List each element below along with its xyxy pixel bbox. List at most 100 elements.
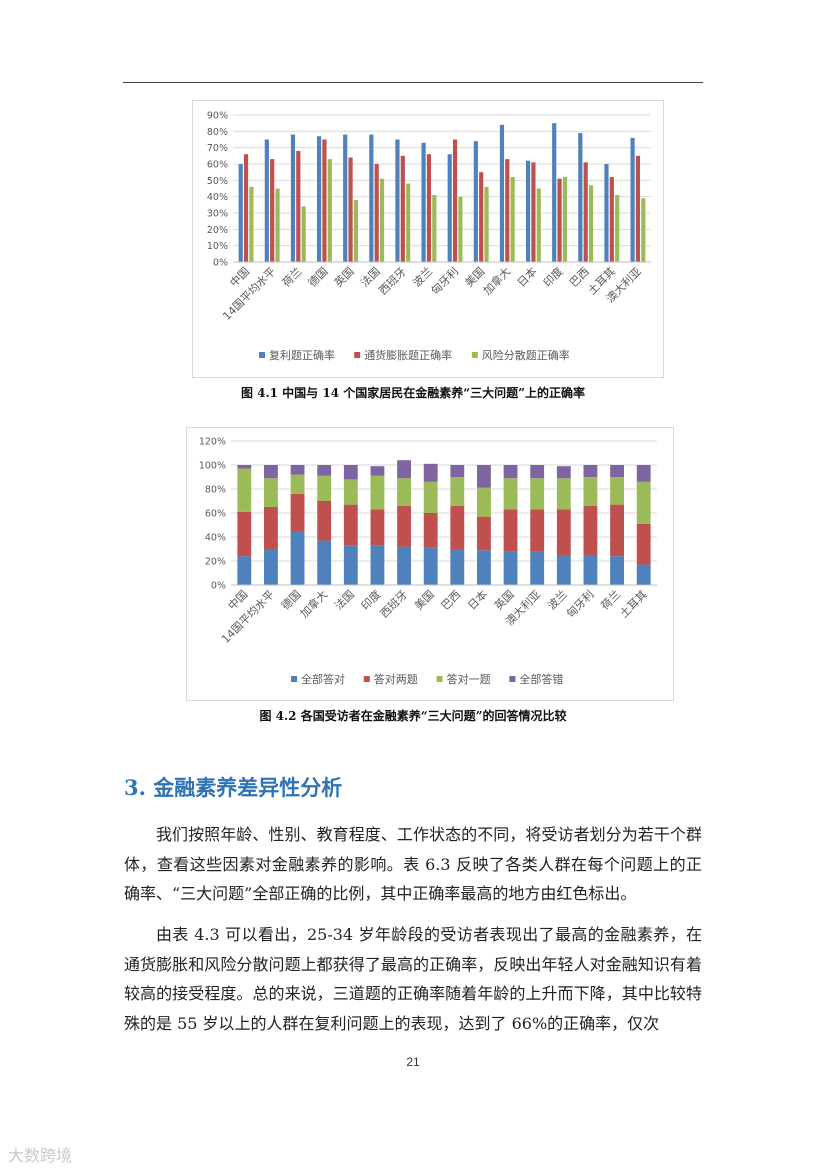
bar bbox=[583, 555, 598, 585]
bar bbox=[610, 556, 624, 585]
bar bbox=[525, 160, 531, 262]
bar bbox=[290, 465, 305, 475]
y-tick-label: 100% bbox=[199, 461, 226, 472]
bar bbox=[578, 132, 583, 262]
y-tick-label: 40% bbox=[205, 533, 226, 544]
bar bbox=[370, 466, 385, 476]
bar bbox=[484, 186, 489, 262]
legend-swatch bbox=[509, 676, 516, 682]
bar bbox=[530, 509, 545, 552]
bar bbox=[317, 465, 332, 476]
bar bbox=[426, 154, 432, 262]
legend-label: 通货膨胀题正确率 bbox=[364, 348, 452, 362]
bar bbox=[556, 555, 571, 585]
bar bbox=[264, 549, 278, 585]
y-tick-label: 50% bbox=[207, 176, 228, 187]
y-tick-label: 30% bbox=[207, 209, 228, 220]
bar bbox=[610, 477, 624, 505]
legend-label: 答对一题 bbox=[447, 672, 491, 686]
bar bbox=[530, 551, 545, 585]
y-tick-label: 10% bbox=[207, 241, 228, 252]
x-tick-label: 加拿大 bbox=[297, 587, 330, 620]
chart-answer-distribution: 0% 20% 40% 60% 80% 100% 120% 中国 14国平均水平 德国 加拿大 法国 印度… bbox=[186, 427, 674, 701]
bar bbox=[237, 468, 252, 512]
x-tick-label: 日本 bbox=[465, 587, 490, 612]
bar bbox=[503, 509, 518, 552]
bar bbox=[531, 162, 536, 262]
bar bbox=[397, 460, 411, 479]
x-tick-label: 法国 bbox=[331, 587, 356, 612]
bar bbox=[530, 465, 545, 479]
bar bbox=[609, 177, 614, 262]
bar bbox=[275, 188, 280, 262]
legend-label: 全部答错 bbox=[519, 672, 563, 686]
bar bbox=[458, 196, 463, 262]
bar bbox=[296, 150, 301, 262]
x-tick-label: 西班牙 bbox=[376, 265, 409, 298]
bar bbox=[264, 465, 278, 479]
bar bbox=[264, 478, 278, 507]
bar bbox=[343, 465, 358, 480]
figure-caption-4-1: 图 4.1 中国与 14 个国家居民在金融素养“三大问题”上的正确率 bbox=[240, 386, 586, 400]
bar bbox=[264, 139, 269, 262]
bar bbox=[505, 159, 510, 262]
y-tick-label: 20% bbox=[205, 557, 226, 568]
x-tick-label: 土耳其 bbox=[617, 588, 650, 621]
paragraph: 由表 4.3 可以看出，25-34 岁年龄段的受访者表现出了最高的金融素养，在通… bbox=[124, 925, 702, 1033]
bar bbox=[447, 154, 452, 262]
bar bbox=[610, 465, 624, 477]
bar bbox=[636, 523, 651, 565]
bar bbox=[583, 162, 588, 262]
bar bbox=[374, 164, 379, 262]
bar bbox=[536, 188, 541, 262]
bar bbox=[421, 142, 426, 262]
figure-caption-4-2: 图 4.2 各国受访者在金融素养“三大问题”的回答情况比较 bbox=[259, 709, 567, 723]
y-tick-label: 90% bbox=[207, 111, 228, 122]
bar bbox=[343, 134, 348, 262]
legend-swatch bbox=[436, 676, 443, 682]
bar bbox=[395, 139, 400, 262]
bar bbox=[290, 474, 305, 494]
bar bbox=[636, 564, 651, 585]
bar bbox=[641, 198, 646, 262]
x-tick-label: 匈牙利 bbox=[428, 264, 461, 297]
bar bbox=[452, 139, 458, 262]
x-tick-label: 荷兰 bbox=[280, 265, 305, 290]
bar bbox=[264, 507, 278, 549]
bar bbox=[556, 478, 571, 510]
legend-label: 全部答对 bbox=[301, 672, 345, 686]
bar bbox=[237, 556, 252, 585]
bar bbox=[406, 183, 411, 262]
bar bbox=[499, 124, 505, 262]
y-tick-label: 0% bbox=[213, 258, 228, 269]
y-tick-label: 70% bbox=[207, 143, 228, 154]
bar bbox=[557, 178, 562, 262]
bar bbox=[636, 481, 651, 524]
legend-swatch bbox=[363, 676, 370, 682]
x-tick-label: 英国 bbox=[331, 264, 356, 289]
bar bbox=[432, 195, 437, 262]
bar bbox=[562, 177, 568, 262]
bar bbox=[243, 154, 249, 262]
bar bbox=[290, 134, 296, 262]
y-tick-label: 120% bbox=[199, 437, 226, 448]
bar bbox=[379, 178, 385, 262]
bar bbox=[479, 172, 484, 262]
watermark: 大数跨境 bbox=[8, 1146, 73, 1165]
bar bbox=[503, 551, 518, 585]
bar bbox=[450, 505, 465, 549]
bar bbox=[503, 465, 518, 479]
bar bbox=[316, 136, 322, 262]
bar bbox=[630, 137, 635, 262]
bar bbox=[477, 487, 491, 517]
x-tick-label: 巴西 bbox=[439, 588, 464, 613]
bar bbox=[552, 123, 557, 263]
bar bbox=[615, 195, 620, 262]
bar bbox=[370, 475, 385, 510]
paragraph: 我们按照年龄、性别、教育程度、工作状态的不同，将受访者划分为若干个群体，查看这些… bbox=[124, 825, 702, 903]
bar bbox=[290, 531, 305, 585]
y-tick-label: 60% bbox=[205, 509, 226, 520]
x-tick-label: 匈牙利 bbox=[563, 587, 596, 620]
y-tick-label: 60% bbox=[207, 160, 228, 171]
bar bbox=[290, 493, 305, 531]
